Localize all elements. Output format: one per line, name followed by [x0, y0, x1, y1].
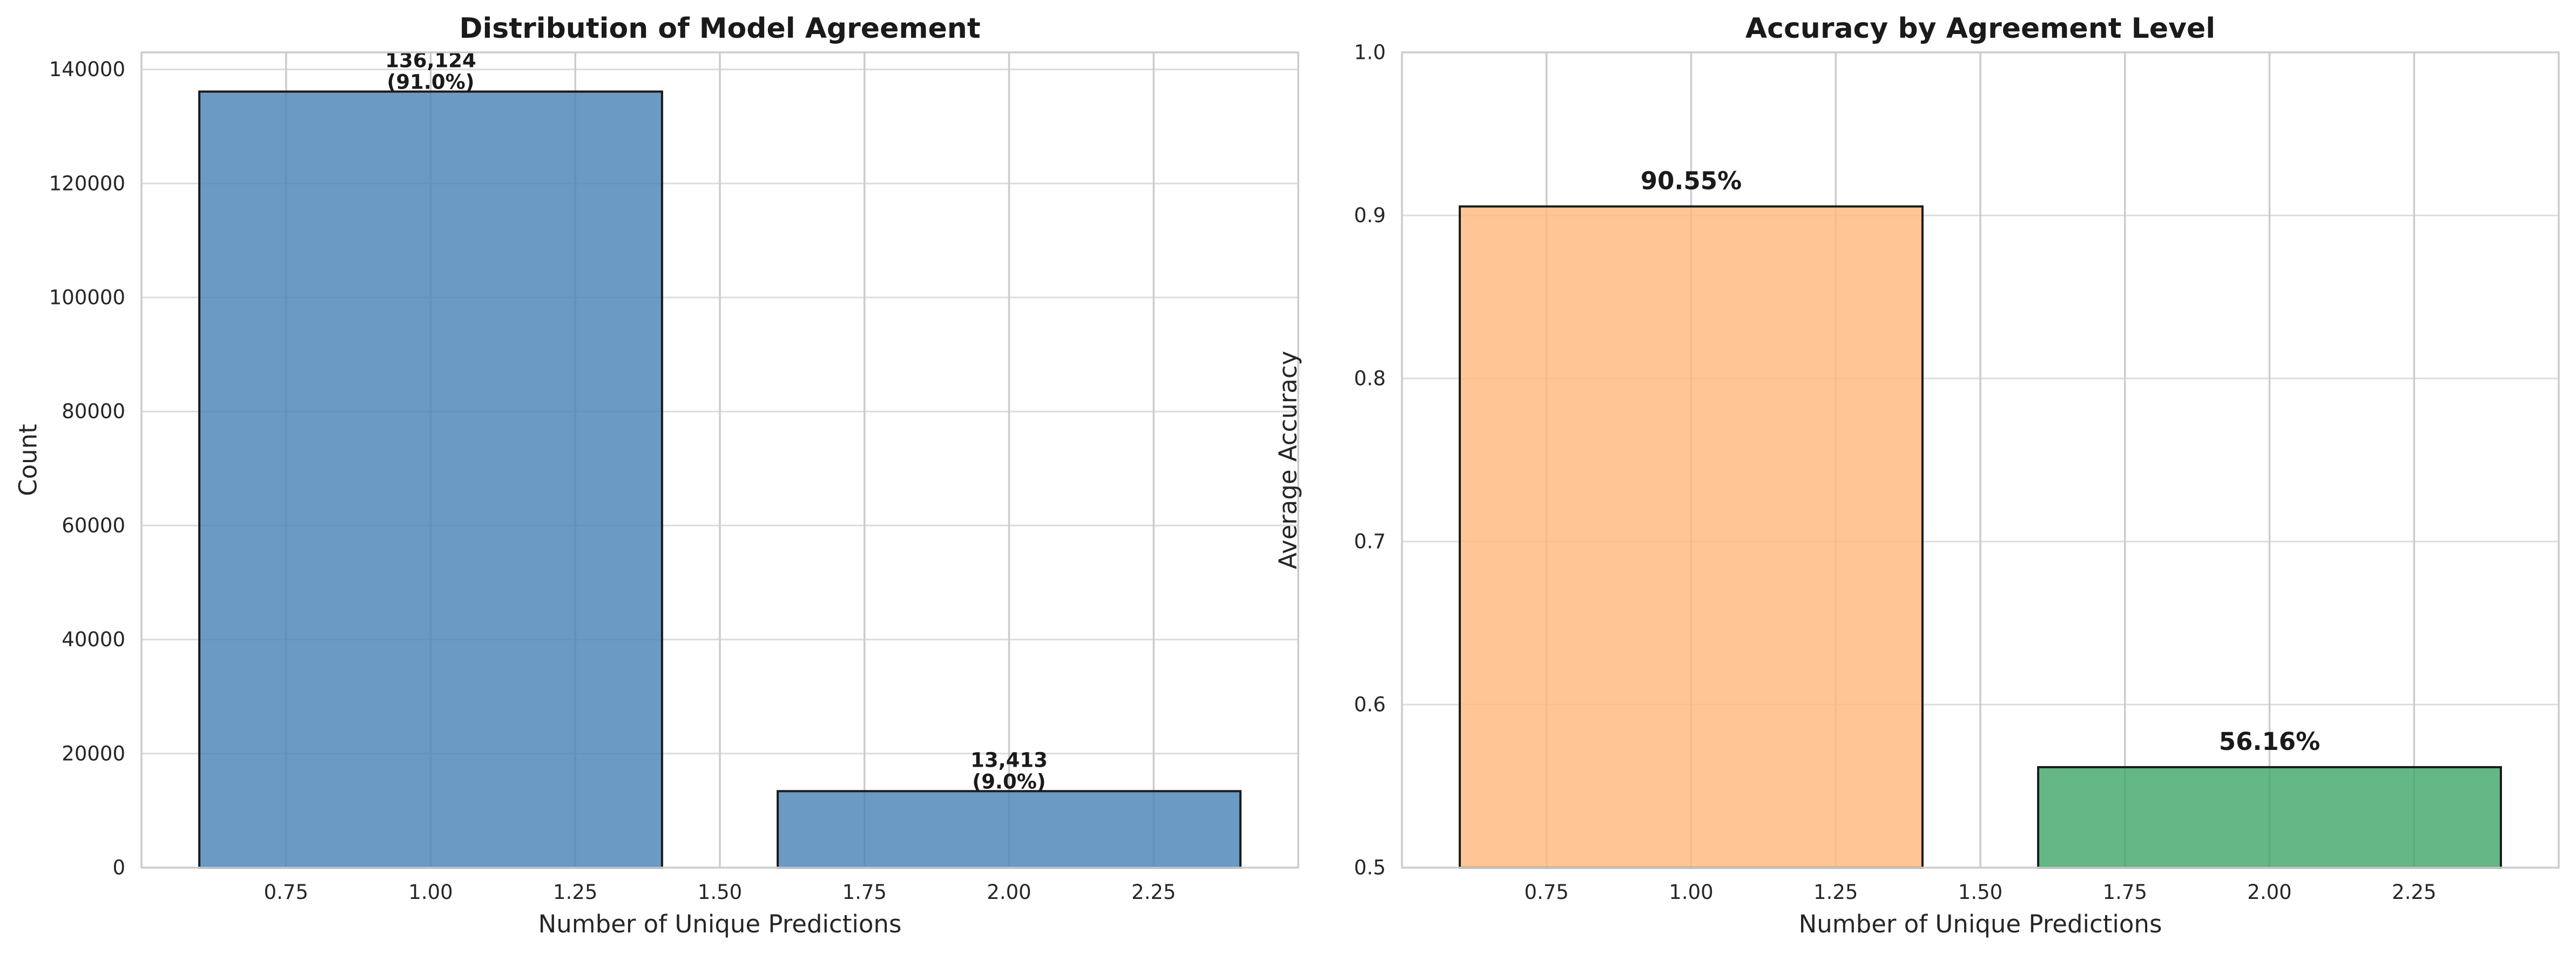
data-label-percent: (91.0%) [387, 71, 474, 94]
x-axis-label: Number of Unique Predictions [1799, 910, 2162, 938]
y-tick-label: 0 [112, 856, 125, 879]
x-tick-label: 2.25 [2392, 881, 2436, 904]
y-tick-label: 0.7 [1354, 530, 1386, 553]
data-label-1: 90.55% [1641, 166, 1742, 195]
data-label-percent: (9.0%) [972, 770, 1046, 793]
x-tick-label: 2.00 [2247, 881, 2291, 904]
data-labels: 136,124(91.0%)13,413(9.0%) [385, 49, 1048, 794]
y-tick-label: 1.0 [1354, 41, 1386, 64]
bar-2 [2037, 766, 2502, 869]
x-tick-label: 1.00 [1669, 881, 1713, 904]
plot-frame [140, 51, 1299, 869]
agreement-distribution-chart: Distribution of Model Agreement Number o… [14, 12, 1299, 938]
x-tick-label: 1.25 [553, 881, 597, 904]
x-tick-label: 1.75 [2103, 881, 2147, 904]
y-axis-label: Average Accuracy [1274, 351, 1303, 570]
y-tick-label: 100000 [49, 286, 125, 309]
chart-title: Distribution of Model Agreement [459, 12, 980, 45]
bar-1 [198, 90, 663, 869]
y-tick-label: 20000 [62, 742, 125, 765]
y-tick-label: 0.5 [1354, 856, 1386, 879]
y-tick-label: 0.6 [1354, 693, 1386, 716]
plot-frame [1401, 51, 2560, 869]
accuracy-by-agreement-chart: Accuracy by Agreement Level Number of Un… [1274, 12, 2560, 938]
y-tick-label: 140000 [49, 58, 125, 81]
bars [198, 90, 1242, 869]
y-tick-label: 120000 [49, 172, 125, 195]
x-tick-label: 0.75 [264, 881, 308, 904]
data-label-count: 13,413 [970, 748, 1048, 772]
x-tick-label: 1.50 [698, 881, 742, 904]
y-tick-labels: 0.5 0.6 0.7 0.8 0.9 1.0 [1354, 41, 1386, 879]
chart-title: Accuracy by Agreement Level [1745, 12, 2215, 45]
y-tick-label: 40000 [62, 628, 125, 651]
x-tick-label: 2.00 [987, 881, 1031, 904]
y-tick-label: 80000 [62, 400, 125, 423]
x-tick-label: 2.25 [1131, 881, 1176, 904]
x-tick-labels: 0.75 1.00 1.25 1.50 1.75 2.00 2.25 [264, 881, 1176, 904]
y-tick-labels: 0 20000 40000 60000 80000 100000 120000 140000 [49, 58, 125, 879]
x-tick-label: 1.75 [842, 881, 887, 904]
y-tick-label: 0.9 [1354, 204, 1386, 227]
y-tick-label: 0.8 [1354, 367, 1386, 390]
y-axis-label: Count [14, 424, 43, 496]
data-labels: 90.55% 56.16% [1641, 166, 2320, 756]
bar-1 [1459, 205, 1924, 869]
x-axis-label: Number of Unique Predictions [538, 910, 902, 938]
x-tick-label: 1.50 [1958, 881, 2002, 904]
bar-2 [777, 790, 1242, 869]
x-tick-label: 1.25 [1813, 881, 1858, 904]
x-tick-label: 1.00 [408, 881, 453, 904]
x-tick-labels: 0.75 1.00 1.25 1.50 1.75 2.00 2.25 [1525, 881, 2437, 904]
x-tick-label: 0.75 [1525, 881, 1569, 904]
data-label-2: 56.16% [2219, 727, 2320, 756]
y-tick-label: 60000 [62, 514, 125, 537]
